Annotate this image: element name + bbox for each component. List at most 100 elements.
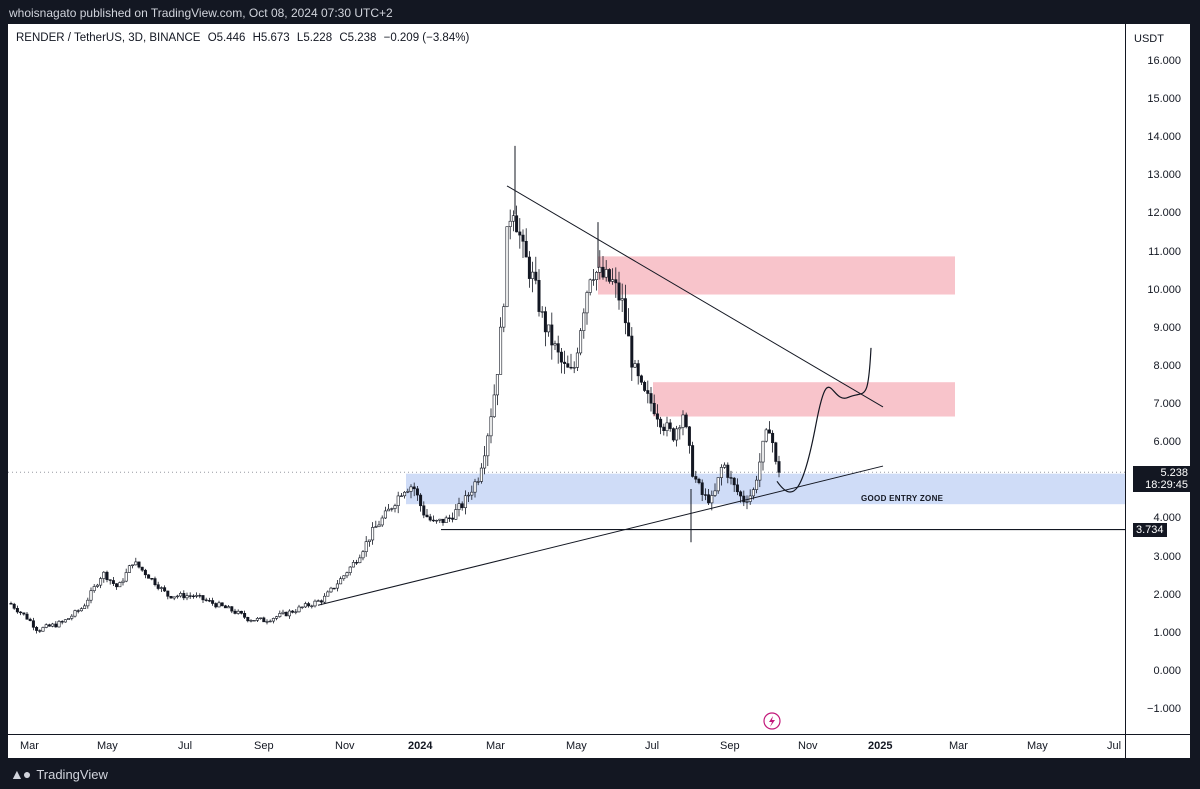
candle-body — [457, 503, 461, 510]
price-tick-label: 11.000 — [1148, 245, 1181, 258]
time-tick-label: Jul — [645, 740, 660, 752]
candle-body — [131, 564, 135, 567]
candle-body — [623, 298, 627, 324]
candle-body — [489, 416, 493, 437]
candle-body — [361, 551, 365, 559]
candle-body — [755, 479, 759, 490]
candle-body — [252, 620, 256, 622]
candle-body — [486, 435, 490, 457]
time-tick-label: Jul — [1107, 740, 1122, 752]
candle-body — [646, 390, 650, 394]
candle-body — [339, 578, 343, 585]
candle-body — [649, 393, 653, 404]
candle-body — [70, 615, 74, 619]
candle-body — [134, 561, 138, 566]
candle-body — [579, 330, 583, 354]
candle-body — [719, 467, 723, 478]
candle-body — [614, 279, 618, 284]
candle-body — [89, 590, 93, 601]
candle-body — [454, 509, 458, 520]
candle-body — [473, 481, 477, 493]
candle-body — [668, 422, 672, 429]
candle-body — [460, 503, 464, 509]
candle-body — [505, 226, 509, 307]
candle-body — [524, 240, 528, 258]
candle-body — [191, 595, 195, 598]
candle-body — [211, 600, 215, 604]
candle-body — [259, 617, 263, 619]
candle-body — [563, 361, 567, 364]
candle-body — [73, 610, 77, 617]
candle-body — [28, 618, 32, 622]
candle-body — [99, 578, 103, 586]
candle-body — [636, 363, 640, 377]
candle-body — [441, 518, 445, 523]
time-tick-label: Nov — [335, 740, 355, 752]
candle-body — [79, 608, 83, 612]
axis-corner — [1125, 734, 1191, 759]
candle-body — [310, 605, 314, 608]
price-tick-label: 16.000 — [1147, 55, 1181, 67]
candle-body — [383, 510, 387, 519]
candle-body — [595, 272, 599, 280]
price-chart[interactable] — [8, 24, 1190, 758]
candle-body — [67, 618, 71, 620]
price-axis[interactable]: USDT 16.000 15.000 14.000 13.000 12.000 11.00… — [1125, 24, 1191, 734]
candle-body — [172, 596, 176, 599]
publisher-caption: whoisnagato published on TradingView.com… — [9, 6, 393, 20]
candle-body — [22, 612, 26, 615]
candle-body — [761, 440, 765, 463]
candle-body — [287, 610, 291, 617]
candle-body — [511, 215, 515, 222]
zone-1 — [653, 382, 955, 417]
chart-panel[interactable]: RENDER / TetherUS, 3D, BINANCE O5.446 H5… — [8, 24, 1191, 759]
candle-body — [569, 366, 573, 369]
candle-body — [188, 595, 192, 597]
candle-body — [444, 517, 448, 523]
candle-body — [684, 414, 688, 428]
candle-body — [150, 578, 154, 580]
descending-trendline — [506, 185, 884, 408]
candle-body — [371, 527, 375, 541]
candle-body — [198, 595, 202, 597]
time-axis[interactable]: Mar May Jul Sep Nov 2024 Mar May Jul Sep Nov 2025 Ma… — [8, 734, 1125, 759]
candle-body — [124, 572, 128, 582]
tradingview-brand[interactable]: ▲● TradingView — [10, 766, 108, 782]
price-tick-label: 7.000 — [1153, 398, 1181, 411]
candle-body — [300, 606, 304, 609]
candle-body — [492, 394, 496, 418]
candle-body — [214, 603, 218, 608]
candle-body — [86, 599, 90, 607]
candle-body — [713, 490, 717, 496]
candle-body — [387, 508, 391, 512]
time-tick-label: May — [97, 740, 118, 752]
candle-body — [739, 491, 743, 497]
candle-body — [137, 561, 141, 568]
price-tick-label: 10.000 — [1147, 283, 1181, 296]
projection-curve — [776, 347, 872, 493]
price-tick-label: 12.000 — [1147, 207, 1181, 220]
candle-body — [566, 363, 570, 368]
candle-body — [607, 269, 611, 282]
price-tick-label: 8.000 — [1153, 359, 1181, 372]
candle-body — [620, 298, 624, 301]
candle-body — [588, 279, 592, 293]
time-tick-label: Mar — [949, 740, 968, 752]
candle-body — [278, 613, 282, 617]
price-tick-label: 14.000 — [1147, 131, 1181, 144]
candle-body — [118, 582, 122, 588]
candle-body — [169, 595, 173, 599]
candle-body — [163, 587, 167, 592]
candle-body — [604, 269, 608, 278]
candle-body — [367, 539, 371, 542]
candle-body — [732, 477, 736, 486]
candle-body — [415, 488, 419, 496]
candle-body — [479, 467, 483, 482]
candle-body — [438, 518, 442, 521]
candle-body — [598, 266, 602, 273]
candle-body — [262, 617, 266, 623]
candle-body — [652, 402, 656, 415]
currency-label[interactable]: USDT — [1134, 33, 1164, 45]
candle-body — [35, 627, 39, 631]
symbol-name[interactable]: RENDER / TetherUS, 3D, BINANCE — [16, 32, 201, 44]
